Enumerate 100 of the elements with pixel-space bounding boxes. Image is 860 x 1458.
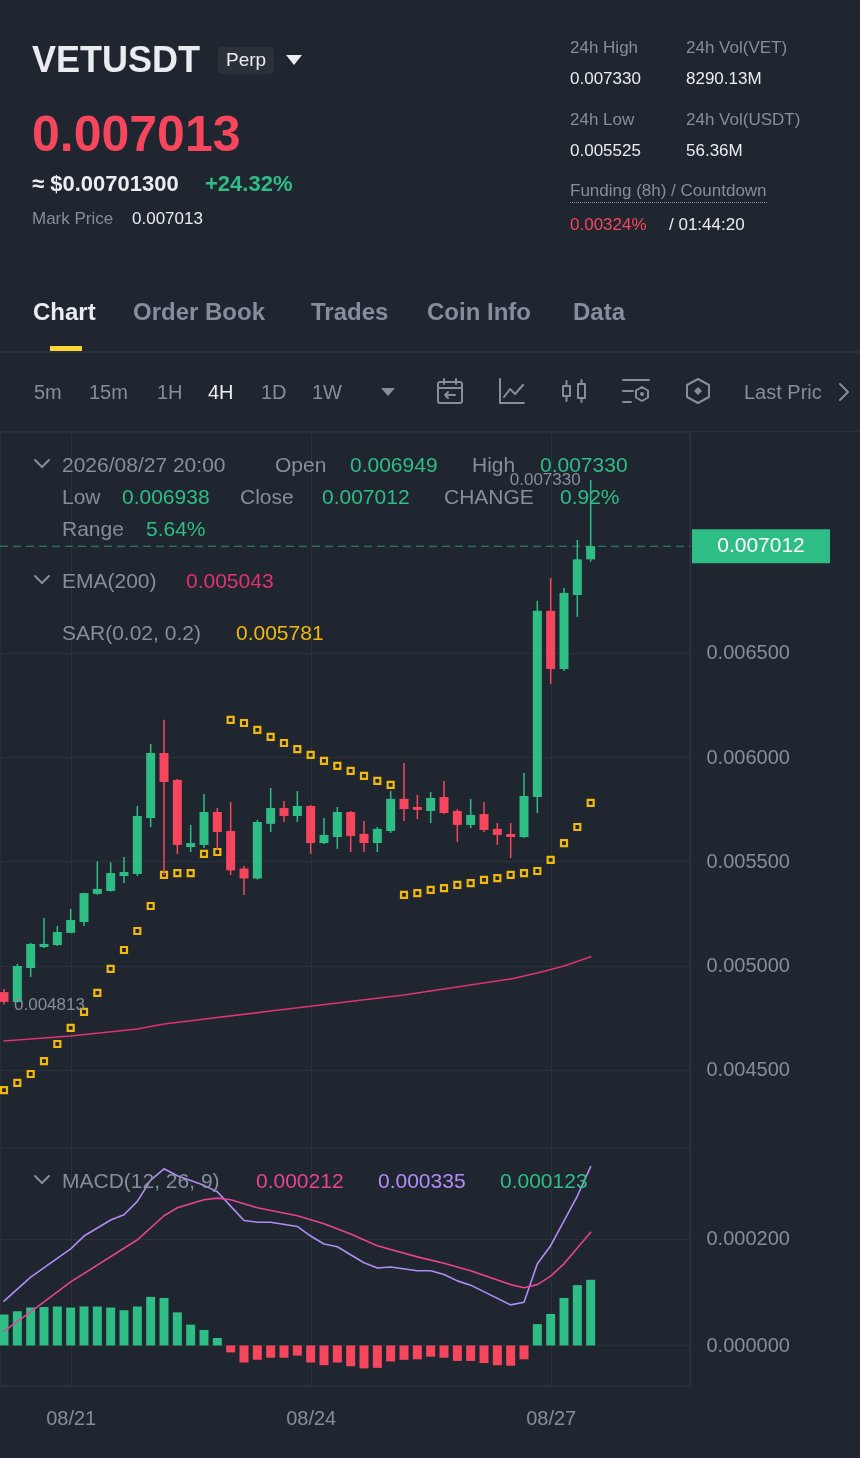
y-tick-label: 0.005500 bbox=[706, 849, 790, 872]
annotation: Open bbox=[275, 452, 327, 478]
point bbox=[439, 883, 449, 893]
point bbox=[319, 756, 329, 766]
candlestick bbox=[452, 808, 462, 843]
point bbox=[413, 888, 422, 898]
text: Perp bbox=[218, 47, 275, 74]
point bbox=[199, 849, 209, 858]
point bbox=[359, 771, 369, 781]
point bbox=[306, 750, 315, 759]
bar bbox=[252, 1345, 262, 1360]
text: 5m bbox=[34, 380, 62, 404]
text: Trades bbox=[311, 298, 389, 327]
point bbox=[519, 868, 529, 878]
bar bbox=[546, 1313, 556, 1346]
annotation: Close bbox=[240, 484, 294, 510]
y-tick-label: 0.000200 bbox=[706, 1227, 790, 1250]
line-series bbox=[3, 955, 592, 1042]
candlestick bbox=[479, 801, 489, 833]
bar bbox=[479, 1345, 489, 1364]
annotation: 2026/08/27 20:00 bbox=[62, 452, 226, 478]
bar bbox=[319, 1345, 329, 1366]
candlestick bbox=[39, 917, 49, 949]
candlestick bbox=[52, 925, 62, 947]
point bbox=[93, 988, 102, 998]
text: Chart bbox=[33, 298, 96, 327]
bar bbox=[159, 1297, 169, 1346]
bar bbox=[39, 1307, 49, 1346]
bar bbox=[266, 1345, 276, 1358]
y-tick-label: 0.005000 bbox=[706, 954, 790, 977]
text: Order Book bbox=[133, 298, 266, 327]
x-tick-label: 08/21 bbox=[46, 1406, 97, 1429]
point bbox=[426, 885, 435, 895]
point bbox=[399, 890, 409, 900]
candlestick bbox=[292, 790, 302, 823]
text: 0.00324% bbox=[570, 215, 647, 236]
candlestick bbox=[92, 860, 102, 896]
y-tick-label: 0.006000 bbox=[706, 745, 790, 768]
point bbox=[226, 715, 235, 724]
bar bbox=[439, 1345, 449, 1358]
text: 8290.13M bbox=[686, 69, 762, 90]
point bbox=[506, 870, 515, 880]
line-series bbox=[3, 1197, 592, 1332]
annotation: 0.006938 bbox=[122, 484, 210, 510]
annotation: 0.004813 bbox=[14, 994, 85, 1014]
point bbox=[466, 878, 475, 888]
point bbox=[186, 868, 195, 878]
candlestick bbox=[372, 826, 382, 853]
point bbox=[346, 766, 355, 776]
point bbox=[39, 1056, 49, 1066]
point bbox=[66, 1023, 75, 1033]
point bbox=[13, 1078, 22, 1088]
point bbox=[106, 964, 115, 974]
point bbox=[253, 725, 262, 734]
point bbox=[26, 1069, 35, 1079]
point bbox=[133, 926, 142, 936]
bar bbox=[412, 1345, 422, 1360]
bar bbox=[52, 1306, 62, 1346]
annotation: 0.007012 bbox=[322, 484, 410, 510]
text: 4H bbox=[208, 380, 234, 404]
bar bbox=[239, 1345, 249, 1363]
x-tick-label: 08/27 bbox=[526, 1406, 577, 1429]
candlestick bbox=[426, 791, 436, 824]
text: 1D bbox=[261, 380, 287, 404]
text: 24h Vol(VET) bbox=[686, 38, 788, 59]
text: 24h High bbox=[570, 38, 639, 59]
candlestick bbox=[266, 787, 276, 833]
y-tick-label: 0.004500 bbox=[706, 1058, 790, 1081]
point bbox=[573, 822, 582, 832]
text: 0.007013 bbox=[32, 105, 241, 164]
text: ≈ $0.00701300 bbox=[32, 171, 179, 198]
candlestick bbox=[346, 810, 356, 853]
point bbox=[386, 780, 395, 789]
point bbox=[279, 738, 289, 748]
bar bbox=[386, 1345, 396, 1362]
text: 1W bbox=[312, 380, 342, 404]
text: Mark Price bbox=[32, 209, 114, 230]
candlestick bbox=[359, 820, 369, 853]
bar bbox=[106, 1307, 116, 1346]
point bbox=[586, 798, 595, 807]
bar bbox=[559, 1297, 569, 1346]
point bbox=[173, 868, 182, 878]
x-tick-label: 08/24 bbox=[286, 1406, 337, 1429]
annotation: Low bbox=[62, 484, 101, 510]
text: 0.005525 bbox=[570, 141, 641, 162]
candlestick bbox=[466, 798, 476, 829]
bar bbox=[359, 1345, 369, 1369]
candlestick bbox=[412, 794, 422, 820]
text: VETUSDT bbox=[32, 38, 201, 82]
line-series bbox=[3, 1165, 592, 1306]
bar bbox=[466, 1345, 476, 1361]
point bbox=[479, 875, 489, 885]
candlestick bbox=[319, 817, 329, 845]
text: / 01:44:20 bbox=[669, 215, 745, 236]
bar bbox=[79, 1306, 89, 1346]
text: 0.007330 bbox=[570, 69, 641, 90]
bar bbox=[452, 1345, 462, 1361]
point bbox=[0, 1085, 9, 1095]
bar bbox=[492, 1345, 502, 1366]
candlestick bbox=[439, 780, 449, 815]
